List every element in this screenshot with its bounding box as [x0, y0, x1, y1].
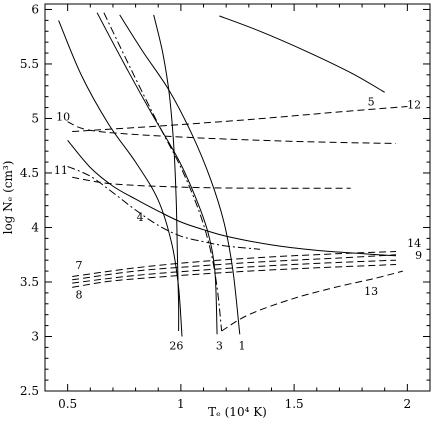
- series-line-26-a: [153, 14, 180, 332]
- curve-label: 7: [75, 259, 82, 272]
- y-tick-label: 6: [31, 2, 39, 16]
- y-tick-label: 4: [31, 220, 39, 234]
- y-tick-label: 5: [31, 111, 39, 125]
- annotations-group: 5 12 10 11 4 149 7 8 13 26 3 1: [54, 95, 422, 352]
- y-tick-label: 2.5: [20, 384, 39, 398]
- y-axis-label: log Nₑ (cm³): [1, 161, 15, 235]
- y-tick-label: 4.5: [20, 166, 39, 180]
- curve-label: 13: [364, 285, 378, 298]
- series-line-5: [219, 15, 385, 93]
- curve-label: 8: [75, 288, 82, 301]
- x-tick-label: 0.5: [58, 397, 77, 411]
- series-line-4-dash-dot: [67, 165, 261, 250]
- curve-label: 11: [54, 164, 68, 177]
- series-line-12: [72, 106, 408, 132]
- series-line-10: [67, 121, 397, 144]
- series-line-4-solid: [67, 139, 397, 257]
- x-tick-label: 1: [177, 397, 185, 411]
- curve-label: 14: [407, 237, 421, 250]
- curve-label: 26: [169, 340, 183, 353]
- y-tick-label: 3: [31, 329, 39, 343]
- series-line-9: [72, 259, 397, 284]
- curve-label: 9: [415, 249, 422, 262]
- x-tick-label: 2: [404, 397, 412, 411]
- series-line-7: [72, 254, 397, 281]
- series-line-14: [72, 251, 397, 277]
- curve-label: 10: [56, 111, 70, 124]
- series-line-1-a: [96, 12, 218, 335]
- series-line-11: [72, 176, 351, 189]
- series-line-26-b: [58, 20, 183, 337]
- curve-label: 12: [407, 99, 421, 112]
- ticks-group: 0.5 1 1.5 2 2.5 3 3.5 4 4.5 5 5.5 6: [20, 2, 431, 411]
- plot-frame: [44, 3, 431, 392]
- series-line-3: [103, 12, 223, 332]
- series-line-1-b: [119, 14, 241, 335]
- curves-group: [58, 12, 408, 337]
- curve-label: 1: [239, 340, 246, 353]
- x-axis-label: Tₑ (10⁴ K): [208, 405, 267, 419]
- x-tick-label: 1.5: [285, 397, 304, 411]
- y-tick-label: 5.5: [20, 57, 39, 71]
- curve-label: 5: [368, 95, 375, 108]
- series-line-13: [221, 270, 403, 332]
- series-line-8: [72, 264, 397, 288]
- curve-label: 3: [216, 340, 223, 353]
- y-tick-label: 3.5: [20, 275, 39, 289]
- curve-label: 4: [137, 211, 144, 224]
